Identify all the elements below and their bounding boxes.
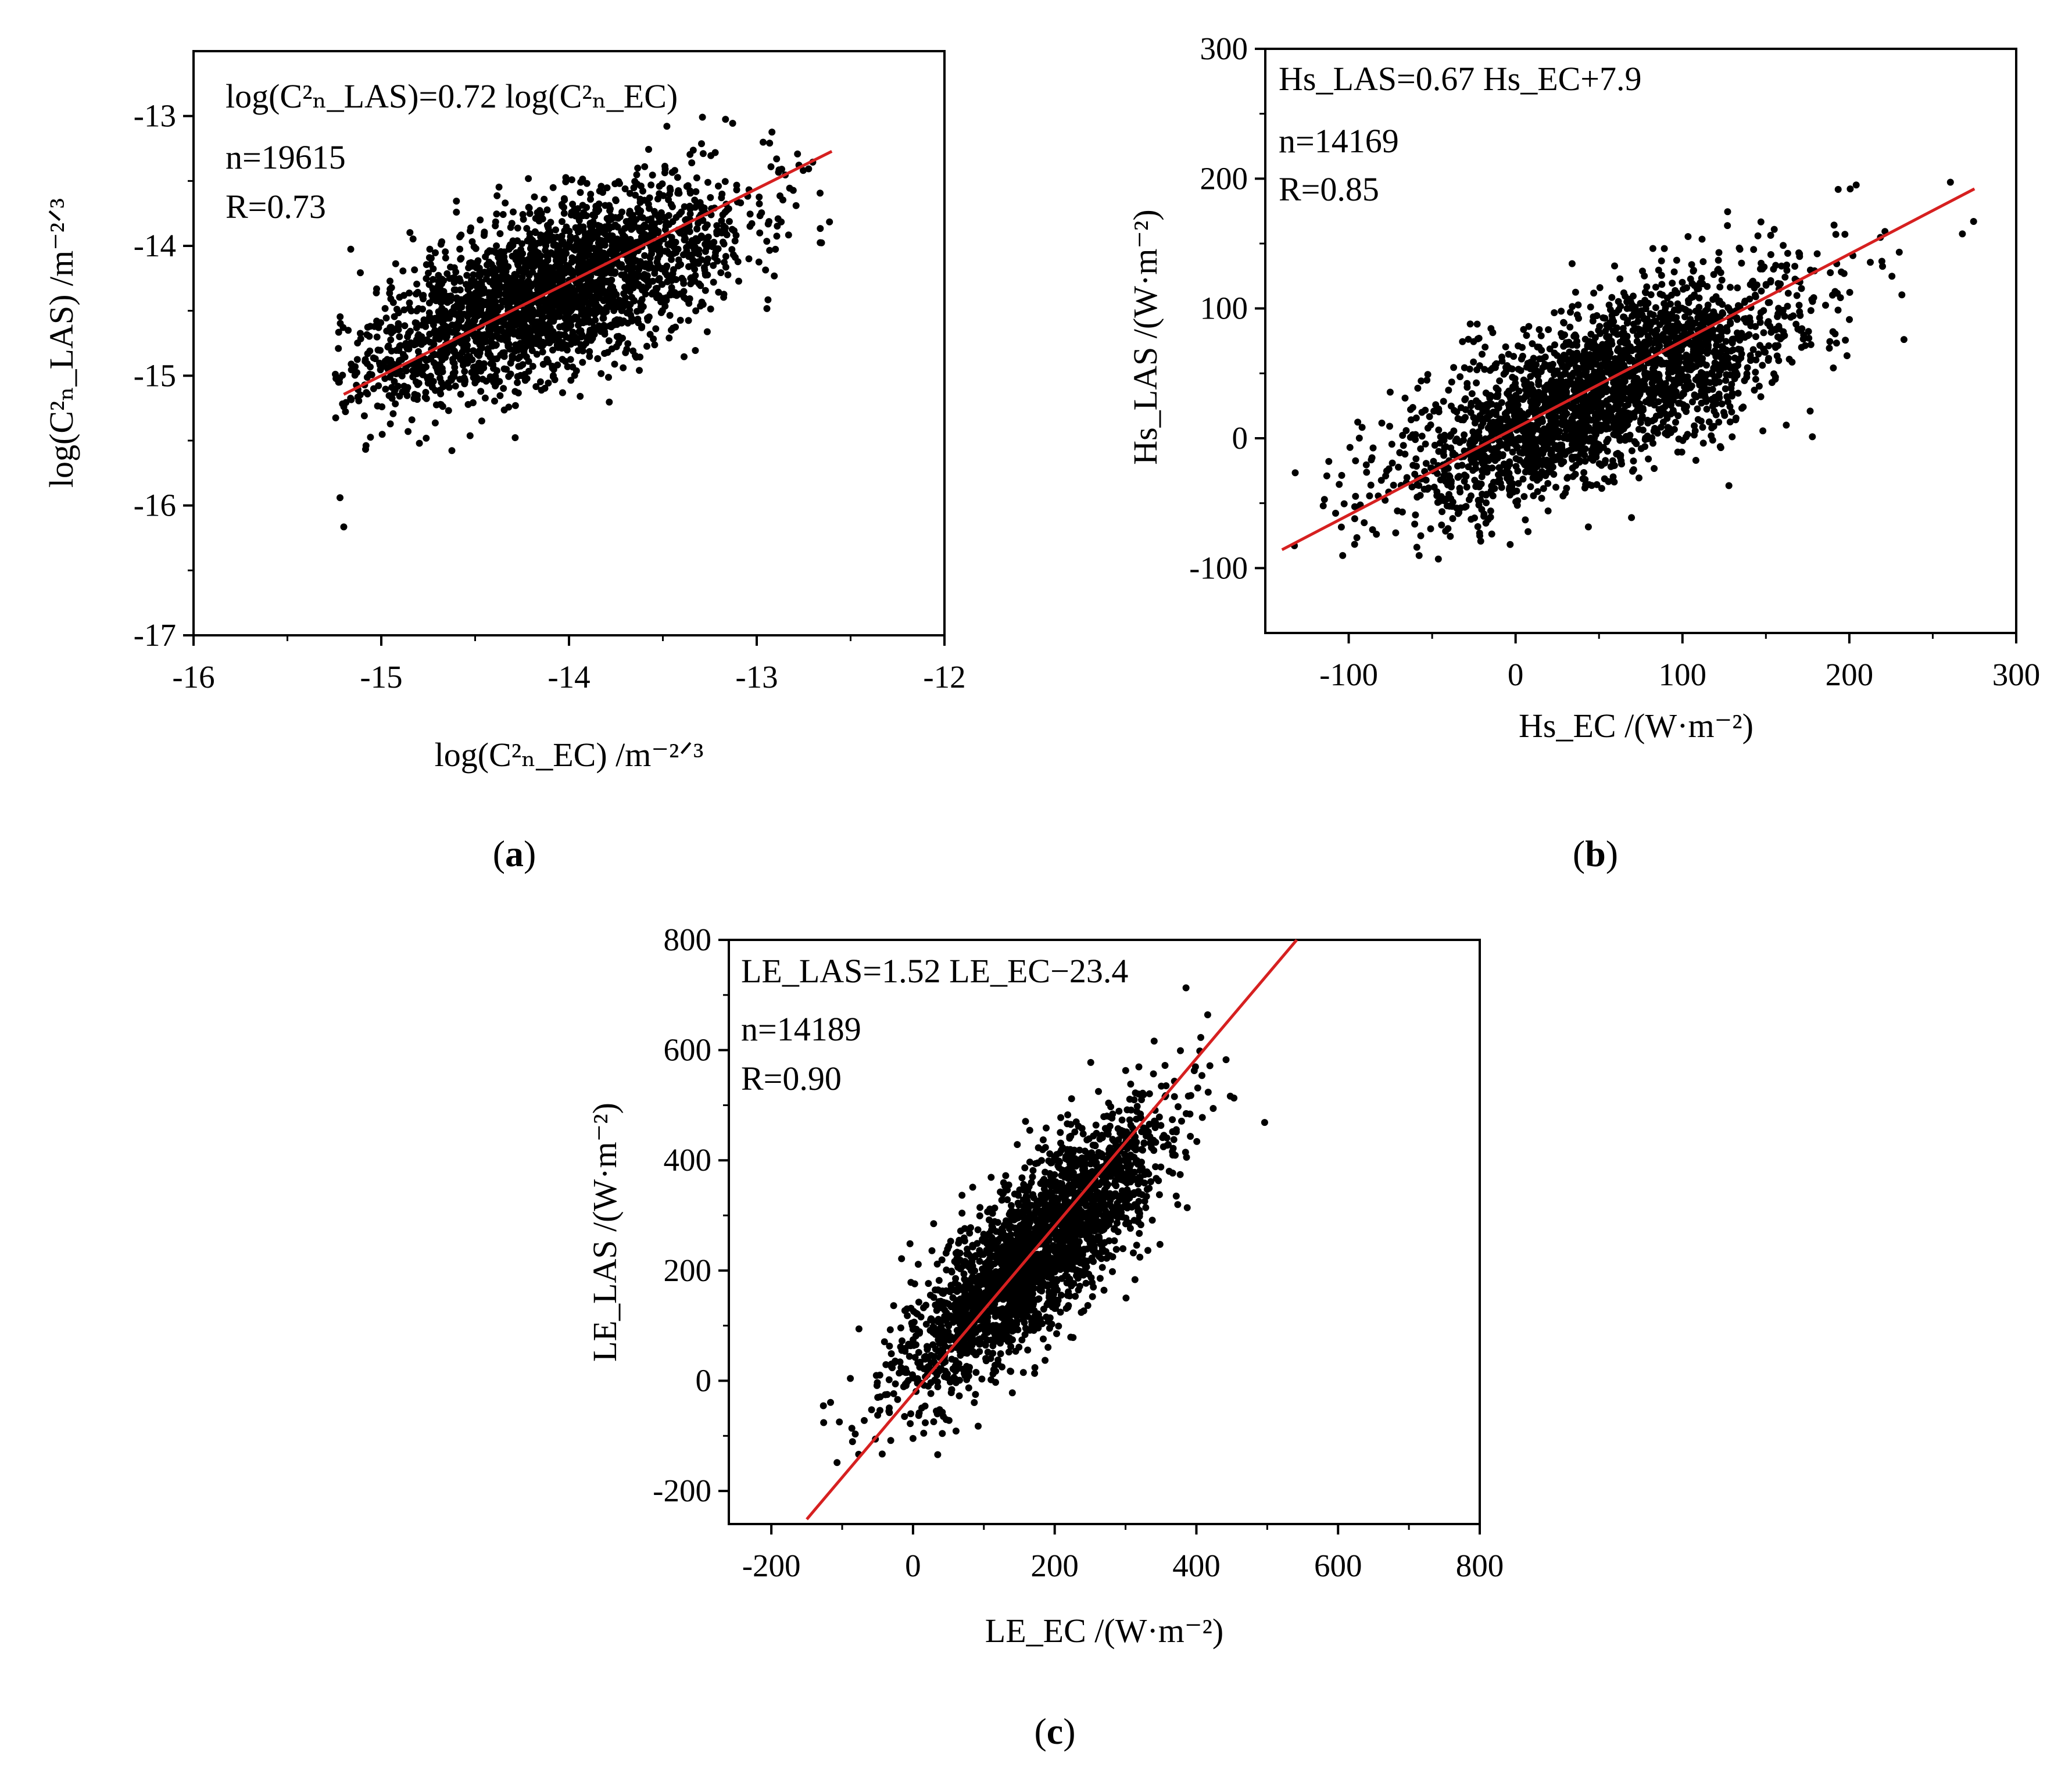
x-tick-label-c-2: 200 [1030,1548,1079,1583]
panel-label-b: (b) [1573,833,1618,874]
plot-frame-b [1264,48,2017,634]
x-tick-label-b-2: 100 [1659,657,1707,692]
r-value-c: R=0.90 [741,1060,842,1097]
y-axis-label-c: LE_LAS /(W·m⁻²) [586,1103,624,1362]
n-count-b: n=14169 [1279,122,1399,160]
panel-b: -100 0 100 200 300 -100 0 100 200 300 Hs_LAS=0.67… [1126,31,2040,874]
equation-b: Hs_LAS=0.67 Hs_EC+7.9 [1279,60,1642,98]
panel-c: -200 0 200 400 600 800 -200 0 200 400 600 800 LE_LA… [586,922,1504,1752]
panel-label-c: (c) [1034,1711,1075,1752]
y-tick-label-c-4: 600 [664,1032,712,1068]
panel-a: -16 -15 -14 -13 -12 -17 -16 -15 -14 -13 log(C²ₙ_L… [42,50,966,874]
x-tick-label-b-1: 0 [1508,657,1524,692]
x-tick-label-a-1: -15 [360,659,402,695]
y-axis-label-b: Hs_LAS /(W·m⁻²) [1126,209,1164,464]
x-axis-label-b: Hs_EC /(W·m⁻²) [1519,707,1753,745]
y-tick-label-c-5: 800 [664,922,712,957]
fit-line-b [1281,187,1976,552]
x-axis-label-a: log(C²ₙ_EC) /m⁻²ᐟ³ [435,736,704,774]
scatter-cloud-a [332,113,833,531]
scatter-points-b [1291,178,1977,563]
y-tick-label-c-3: 400 [664,1142,712,1178]
y-tick-label-a-0: -17 [134,617,176,653]
r-value-a: R=0.73 [226,188,326,226]
y-tick-label-b-3: 200 [1200,160,1248,196]
y-tick-label-a-4: -13 [134,98,176,134]
regression-line-c [806,939,1298,1521]
regression-line-a [343,150,833,396]
ticks-c: -200 0 200 400 600 800 -200 0 200 400 600 800 [653,922,1504,1583]
y-tick-label-b-2: 100 [1200,291,1248,326]
y-tick-label-a-1: -16 [134,488,176,523]
x-tick-label-b-4: 300 [1992,657,2041,692]
x-tick-label-c-3: 400 [1172,1548,1221,1583]
y-axis-label-a: log(C²ₙ_LAS) /m⁻²ᐟ³ [42,198,80,488]
x-axis-label-c: LE_EC /(W·m⁻²) [985,1612,1223,1650]
scatter-cloud-c [820,984,1268,1466]
equation-c: LE_LAS=1.52 LE_EC−23.4 [741,952,1128,990]
x-tick-label-b-0: -100 [1319,657,1378,692]
y-tick-label-c-1: 0 [696,1362,712,1398]
fit-line-a [343,150,833,396]
x-tick-label-a-4: -12 [923,659,965,695]
x-tick-label-c-4: 600 [1314,1548,1362,1583]
y-tick-label-b-1: 0 [1232,420,1248,456]
equation-a: log(C²ₙ_LAS)=0.72 log(C²ₙ_EC) [226,77,678,115]
r-value-b: R=0.85 [1279,170,1379,208]
x-tick-label-c-5: 800 [1456,1548,1504,1583]
x-tick-label-a-3: -13 [735,659,778,695]
y-tick-label-c-2: 200 [664,1253,712,1288]
y-tick-label-b-0: -100 [1189,550,1248,585]
y-tick-label-c-0: -200 [653,1473,711,1508]
n-count-a: n=19615 [226,138,346,176]
y-tick-label-a-2: -15 [134,357,176,393]
plot-frame-c [728,939,1481,1525]
regression-line-b [1281,187,1976,552]
panel-label-a: (a) [493,833,536,874]
x-tick-label-a-2: -14 [547,659,590,695]
ticks-b: -100 0 100 200 300 -100 0 100 200 300 [1189,31,2040,692]
x-tick-label-c-1: 0 [905,1548,921,1583]
x-tick-label-c-0: -200 [742,1548,801,1583]
n-count-c: n=14189 [741,1010,861,1048]
fit-line-c [806,939,1298,1521]
y-tick-label-a-3: -14 [134,228,176,263]
x-tick-label-b-3: 200 [1826,657,1874,692]
scatter-points-c [820,984,1268,1466]
y-tick-label-b-4: 300 [1200,31,1248,66]
ticks-a: -16 -15 -14 -13 -12 -17 -16 -15 -14 -13 [134,98,966,695]
scatter-cloud-b [1291,178,1977,563]
scatter-points-a [332,113,833,531]
x-tick-label-a-0: -16 [172,659,214,695]
